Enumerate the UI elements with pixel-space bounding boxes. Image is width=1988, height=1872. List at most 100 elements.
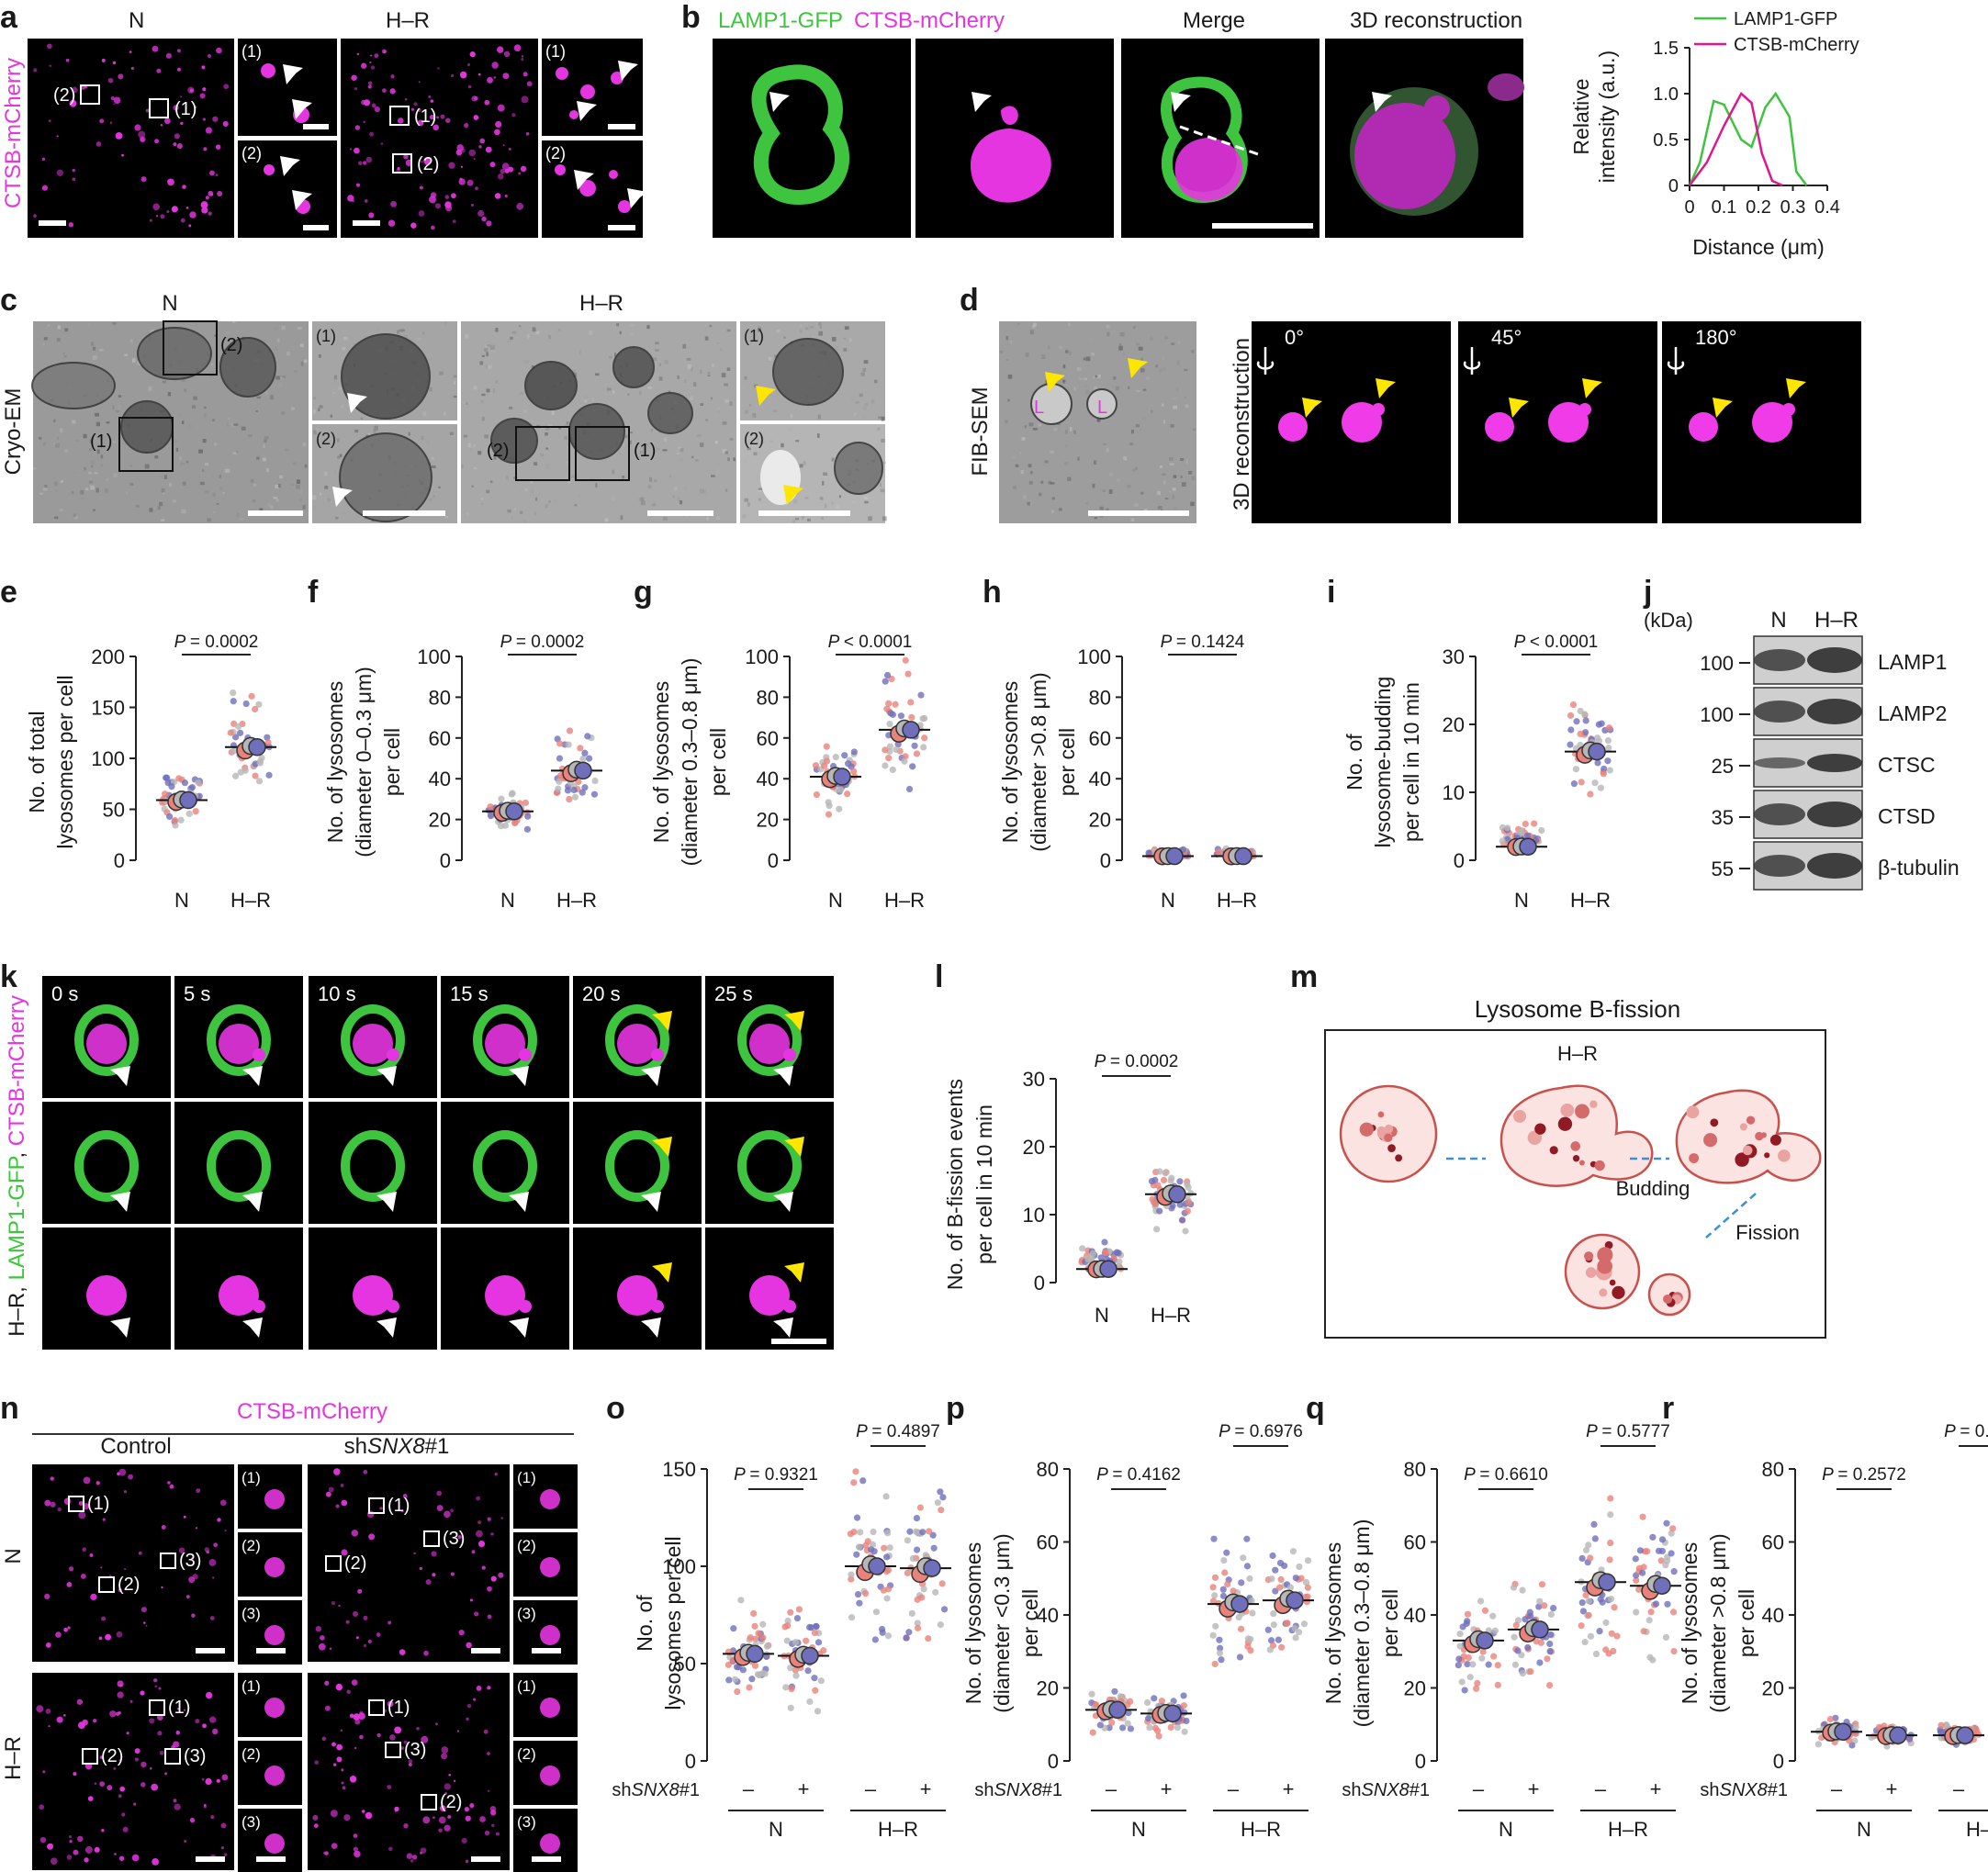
em-grain <box>1005 336 1008 341</box>
em-grain <box>658 376 663 381</box>
em-grain <box>397 330 399 334</box>
data-point <box>1579 1608 1588 1615</box>
lysosome-dot <box>216 47 222 54</box>
em-grain <box>1041 354 1046 360</box>
data-point <box>1230 1587 1237 1595</box>
data-point <box>1088 1690 1095 1698</box>
inset-label: (2) <box>517 1537 536 1554</box>
data-point <box>1536 1597 1544 1605</box>
em-grain <box>862 415 867 420</box>
scale-bar <box>1212 223 1313 229</box>
data-point <box>1102 1249 1109 1256</box>
lysosome-dot <box>419 185 423 190</box>
data-point <box>825 811 833 818</box>
col-shsnx8: shSNX8#1 <box>344 1434 450 1459</box>
em-grain <box>1102 489 1106 492</box>
data-point <box>882 1493 890 1500</box>
lysosome-dot <box>101 58 106 62</box>
lamp1-ring <box>341 1130 405 1202</box>
em-grain <box>479 498 484 500</box>
data-point <box>1587 1632 1595 1640</box>
data-point <box>1270 1621 1277 1629</box>
lysosome-dot <box>368 212 375 219</box>
em-grain <box>724 383 728 387</box>
lysosome-dot <box>459 177 463 181</box>
lysosome-dot <box>369 131 375 137</box>
data-point <box>1209 1597 1218 1605</box>
em-grain <box>304 464 308 468</box>
data-point <box>242 700 250 708</box>
axis-label: No. of lysosomes <box>649 681 673 843</box>
data-point <box>1180 1702 1187 1709</box>
organelle <box>31 362 116 409</box>
organelle <box>1086 388 1118 420</box>
roi-box <box>149 1699 165 1716</box>
lysosome-dot <box>356 52 360 56</box>
data-point <box>817 1677 825 1685</box>
em-grain <box>74 515 78 520</box>
lysosome-dot <box>374 53 379 59</box>
roi-label: (3) <box>404 1740 426 1760</box>
lysosome-dot <box>419 1566 423 1571</box>
lysosome-dot <box>467 84 472 89</box>
em-grain <box>273 496 277 499</box>
panel-letter: p <box>946 1391 965 1426</box>
data-point <box>1570 780 1578 788</box>
em-grain <box>262 457 266 462</box>
lysosome-dot <box>470 203 475 207</box>
lysosome-dot <box>333 1468 341 1475</box>
data-point <box>1224 1580 1231 1588</box>
em-grain <box>844 326 849 331</box>
tick-label: 0 <box>1048 1750 1059 1773</box>
em-grain <box>256 456 260 460</box>
lysosome-dot <box>369 54 372 57</box>
lysosome-dot <box>555 164 566 175</box>
data-point <box>908 713 915 721</box>
data-point <box>1511 1633 1518 1641</box>
data-point <box>1582 1591 1589 1599</box>
lysosome-dot <box>345 1620 350 1624</box>
em-grain <box>1093 460 1096 465</box>
arrowhead-icon <box>280 156 300 176</box>
em-grain <box>690 396 693 401</box>
em-grain <box>487 344 490 347</box>
lysosome-dot <box>56 169 64 176</box>
arrowhead-icon <box>376 1066 397 1086</box>
em-grain <box>1127 484 1131 488</box>
data-point <box>746 1684 753 1691</box>
data-point <box>264 739 272 746</box>
tick-label: 0 <box>1668 176 1679 196</box>
em-grain <box>95 488 99 493</box>
em-grain <box>566 421 569 425</box>
roi-label: (2) <box>487 441 509 461</box>
lysosome-dot <box>340 1484 344 1487</box>
lysosome-dot <box>98 1636 103 1641</box>
em-grain <box>319 405 323 409</box>
em-grain <box>1032 427 1038 431</box>
inset-label: (1) <box>744 327 764 345</box>
lysosome-dot <box>221 1774 229 1781</box>
em-grain <box>534 511 536 515</box>
em-grain <box>129 465 133 467</box>
data-point <box>1604 757 1612 765</box>
lysosome-dot <box>45 1709 51 1714</box>
ctsb-bud <box>783 1300 796 1313</box>
title-N: N <box>162 291 177 316</box>
data-point <box>1519 1586 1526 1594</box>
arrowhead-icon <box>1582 378 1602 398</box>
lysosome-dot <box>94 1846 100 1853</box>
data-point <box>1524 832 1532 839</box>
em-grain <box>1164 336 1168 340</box>
image-n <box>308 1673 510 1870</box>
ctsb-blob <box>219 1275 259 1316</box>
lysosome-dot <box>403 1823 409 1829</box>
ylabel-3d: 3D reconstruction <box>1230 338 1254 510</box>
em-grain <box>157 506 161 510</box>
em-grain <box>75 440 80 443</box>
em-grain <box>624 434 628 439</box>
em-grain <box>368 432 371 438</box>
em-grain <box>230 422 235 427</box>
em-grain <box>647 457 651 462</box>
lane-label: N <box>1770 608 1786 633</box>
replicate-mean <box>1653 1576 1671 1595</box>
